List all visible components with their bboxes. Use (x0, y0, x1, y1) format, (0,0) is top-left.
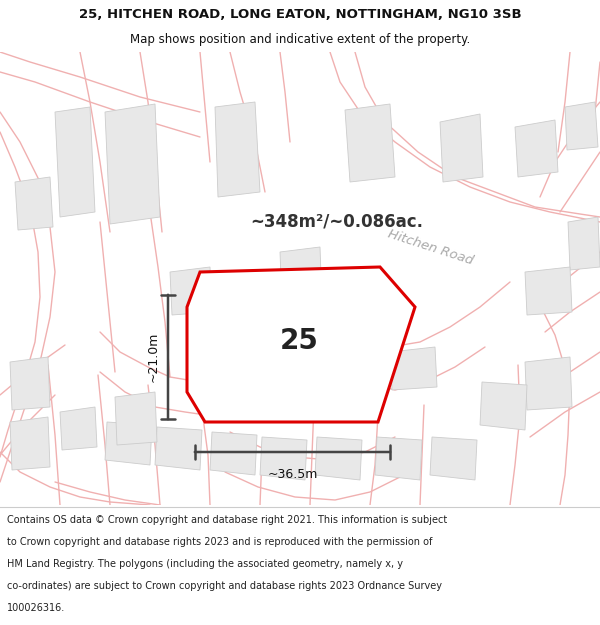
Polygon shape (280, 247, 322, 305)
Text: ~36.5m: ~36.5m (268, 468, 317, 481)
Polygon shape (210, 432, 257, 475)
Polygon shape (15, 177, 53, 230)
Polygon shape (315, 437, 362, 480)
Polygon shape (525, 267, 572, 315)
Polygon shape (260, 437, 307, 480)
Polygon shape (480, 382, 527, 430)
Polygon shape (10, 357, 50, 410)
Polygon shape (440, 114, 483, 182)
Polygon shape (10, 417, 50, 470)
Text: co-ordinates) are subject to Crown copyright and database rights 2023 Ordnance S: co-ordinates) are subject to Crown copyr… (7, 581, 442, 591)
Polygon shape (105, 104, 160, 224)
Polygon shape (187, 267, 415, 422)
Polygon shape (115, 392, 157, 445)
Polygon shape (525, 357, 572, 410)
Polygon shape (105, 422, 152, 465)
Text: ~21.0m: ~21.0m (147, 332, 160, 382)
Polygon shape (390, 347, 437, 390)
Polygon shape (55, 107, 95, 217)
Polygon shape (430, 437, 477, 480)
Text: 25, HITCHEN ROAD, LONG EATON, NOTTINGHAM, NG10 3SB: 25, HITCHEN ROAD, LONG EATON, NOTTINGHAM… (79, 8, 521, 21)
Text: Map shows position and indicative extent of the property.: Map shows position and indicative extent… (130, 32, 470, 46)
Polygon shape (375, 437, 422, 480)
Text: to Crown copyright and database rights 2023 and is reproduced with the permissio: to Crown copyright and database rights 2… (7, 537, 433, 547)
Polygon shape (345, 104, 395, 182)
Polygon shape (568, 217, 600, 270)
Polygon shape (215, 102, 260, 197)
Text: HM Land Registry. The polygons (including the associated geometry, namely x, y: HM Land Registry. The polygons (includin… (7, 559, 403, 569)
Text: Hitchen Road: Hitchen Road (386, 227, 475, 267)
Text: 100026316.: 100026316. (7, 603, 65, 613)
Polygon shape (155, 427, 202, 470)
Text: ~348m²/~0.086ac.: ~348m²/~0.086ac. (250, 213, 423, 231)
Polygon shape (565, 102, 598, 150)
Polygon shape (515, 120, 558, 177)
Text: 25: 25 (280, 328, 318, 355)
Text: Contains OS data © Crown copyright and database right 2021. This information is : Contains OS data © Crown copyright and d… (7, 514, 448, 524)
Polygon shape (170, 267, 212, 315)
Polygon shape (280, 357, 327, 410)
Polygon shape (60, 407, 97, 450)
